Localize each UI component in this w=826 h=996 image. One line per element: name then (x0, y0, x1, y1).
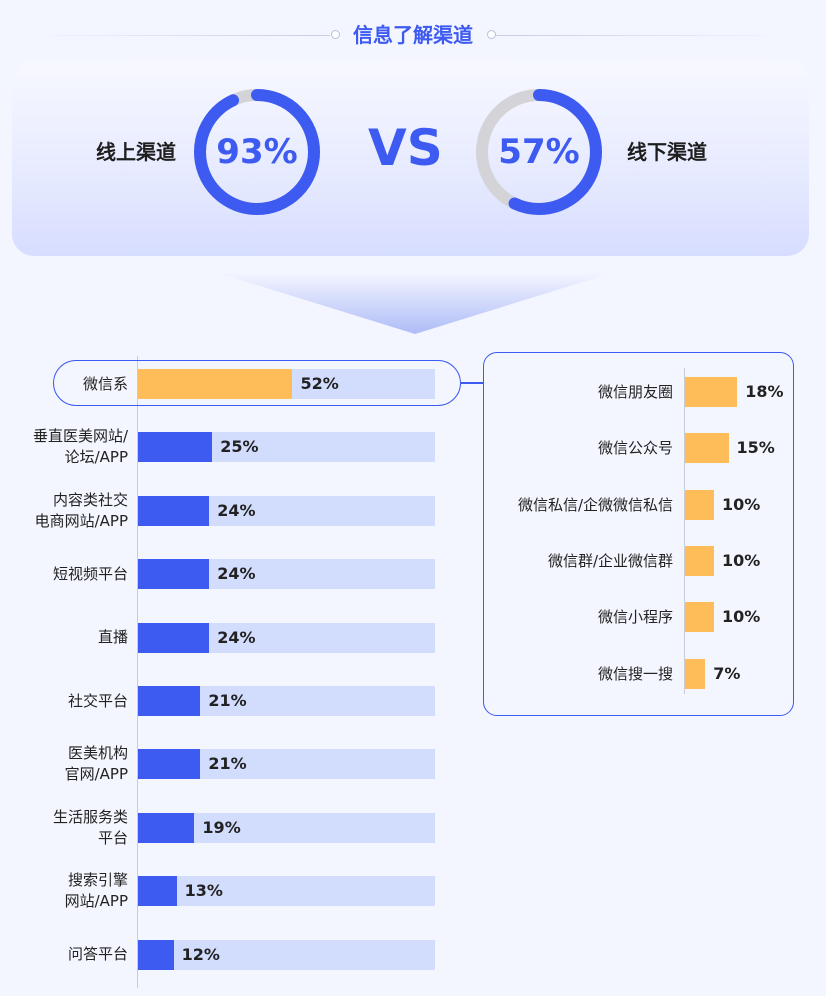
bar-category-label: 医美机构官网/APP (10, 743, 128, 785)
bar-category-line: 电商网站/APP (34, 511, 128, 530)
detail-value-label: 10% (722, 607, 761, 627)
bar-category-line: 官网/APP (64, 765, 128, 784)
bar (138, 749, 201, 780)
detail-value-label: 10% (722, 494, 761, 514)
online-ring-arc (194, 89, 320, 215)
offline-ring-graphic (476, 89, 602, 215)
bar (138, 432, 213, 463)
detail-bar (685, 377, 738, 407)
bar-track (138, 876, 435, 907)
bar-value-label: 52% (300, 374, 339, 393)
bar-category-line: 内容类社交 (52, 490, 128, 509)
funnel-pointer (215, 272, 615, 334)
bar-category-line: 生活服务类 (52, 807, 128, 826)
highlight-connector (461, 382, 484, 384)
title-divider-right (496, 35, 796, 36)
detail-bar (685, 433, 729, 464)
bar-value-label: 12% (181, 944, 220, 964)
bar-category-label: 社交平台 (10, 691, 128, 712)
bar (138, 876, 177, 907)
title-dot-right (487, 30, 496, 39)
online-label: 线上渠道 (96, 140, 176, 164)
bar-value-label: 13% (184, 881, 223, 901)
bar-value-label: 25% (220, 437, 259, 457)
bar (138, 686, 201, 716)
online-percent: 93% (216, 132, 298, 172)
bar-category-line: 搜索引擎 (67, 871, 128, 890)
comparison-panel (12, 60, 809, 256)
detail-category-label: 微信私信/企微微信私信 (517, 495, 673, 514)
online-ring: 93% (193, 88, 321, 216)
bar-category-label: 短视频平台 (10, 564, 128, 585)
bar-category-line: 医美机构 (67, 744, 128, 763)
bar-value-label: 24% (217, 564, 256, 584)
highlight-outline (53, 360, 461, 406)
detail-category-label: 微信朋友圈 (597, 383, 673, 401)
bar-category-label: 直播 (10, 627, 128, 648)
bar-category-label: 问答平台 (10, 944, 128, 965)
detail-category-label: 微信公众号 (597, 439, 673, 458)
bar-value-label: 24% (217, 627, 256, 647)
offline-percent: 57% (498, 132, 580, 172)
bar-category-label: 微信系 (10, 374, 128, 395)
detail-category-label: 微信小程序 (597, 608, 673, 627)
bar-category-line: 垂直医美网站/ (32, 427, 128, 446)
offline-ring-arc (476, 89, 602, 215)
detail-chart-axis (684, 368, 685, 694)
detail-value-label: 10% (722, 550, 761, 570)
bar-value-label: 21% (208, 754, 247, 774)
bar-value-label: 24% (217, 500, 256, 520)
detail-value-label: 18% (745, 382, 784, 401)
bar-category-line: 网站/APP (64, 892, 128, 911)
bar-category-label: 内容类社交电商网站/APP (10, 490, 128, 532)
bar-category-label: 垂直医美网站/论坛/APP (10, 426, 128, 468)
title-divider-left (20, 35, 330, 36)
main-chart-axis (137, 356, 138, 988)
offline-ring: 57% (475, 88, 603, 216)
title-dot-left (331, 30, 340, 39)
detail-category-label: 微信搜一搜 (597, 664, 673, 683)
title-row: 信息了解渠道 (0, 18, 826, 52)
bar (138, 812, 195, 843)
funnel-shape (215, 272, 615, 334)
bar-category-line: 直播 (97, 628, 128, 647)
bar (138, 369, 293, 399)
bar (138, 559, 210, 590)
detail-bar (685, 545, 714, 576)
online-ring-graphic (194, 89, 320, 215)
bar-category-line: 社交平台 (67, 691, 128, 710)
bar-category-line: 短视频平台 (52, 564, 128, 583)
detail-category-label: 微信群/企业微信群 (547, 551, 673, 570)
detail-bar (685, 658, 706, 689)
vs-text: VS (368, 119, 443, 177)
bar (138, 939, 174, 970)
bar-category-label: 搜索引擎网站/APP (10, 870, 128, 912)
bar-value-label: 21% (208, 691, 247, 710)
bar-track (138, 939, 435, 970)
bar-category-line: 论坛/APP (64, 448, 128, 467)
detail-value-label: 7% (713, 663, 741, 683)
page-title: 信息了解渠道 (353, 23, 473, 47)
bar-category-line: 平台 (97, 828, 128, 847)
bar-category-line: 问答平台 (67, 945, 128, 964)
bar-category-line: 微信系 (82, 374, 128, 393)
detail-bar (685, 489, 714, 520)
offline-label: 线下渠道 (627, 140, 707, 164)
detail-value-label: 15% (736, 438, 775, 458)
wechat-detail-panel (483, 352, 794, 716)
bar (138, 622, 210, 653)
bar-category-label: 生活服务类平台 (10, 807, 128, 849)
detail-bar (685, 602, 714, 633)
bar-value-label: 19% (202, 817, 241, 837)
bar (138, 495, 210, 526)
